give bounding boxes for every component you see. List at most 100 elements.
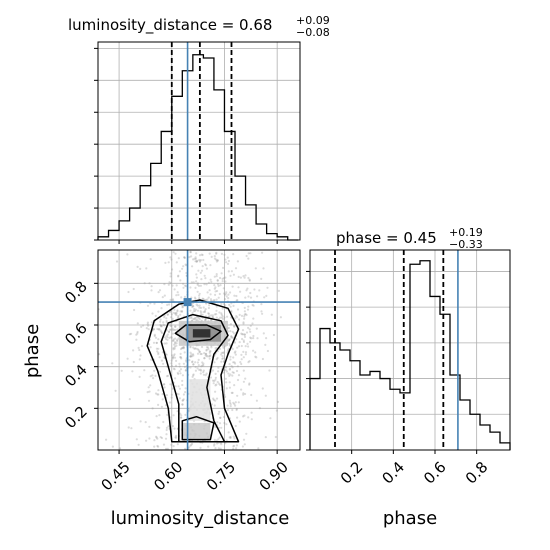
scatter-point (169, 298, 172, 301)
scatter-point (163, 316, 166, 319)
scatter-point (241, 337, 244, 341)
scatter-point (192, 281, 195, 284)
title-phase-sup: +0.19 (449, 226, 483, 239)
scatter-point (225, 381, 228, 384)
scatter-point (209, 293, 212, 296)
scatter-point (181, 306, 184, 309)
scatter-point (213, 275, 216, 278)
scatter-point (229, 403, 232, 406)
scatter-point (192, 363, 195, 366)
scatter-point (194, 309, 197, 313)
scatter-point (201, 253, 204, 257)
scatter-point (230, 336, 233, 339)
scatter-point (198, 297, 201, 300)
scatter-point (230, 335, 233, 338)
xtick-label-phase-1: 0.4 (378, 458, 408, 488)
scatter-point (155, 415, 158, 418)
scatter-point (183, 256, 186, 259)
scatter-point (155, 341, 158, 344)
scatter-point (180, 310, 184, 313)
scatter-point (235, 408, 238, 412)
scatter-point (148, 343, 151, 346)
scatter-point (196, 316, 199, 319)
scatter-point (168, 336, 171, 339)
scatter-point (181, 346, 184, 349)
scatter-point (170, 316, 173, 319)
scatter-point (248, 360, 251, 363)
scatter-point (261, 357, 264, 361)
scatter-point (203, 298, 206, 301)
scatter-point (183, 365, 186, 368)
scatter-point (192, 354, 195, 357)
scatter-point (162, 323, 165, 326)
scatter-point (175, 342, 178, 345)
scatter-point (157, 338, 160, 341)
scatter-point (191, 360, 194, 363)
histogram-phase (309, 260, 511, 450)
scatter-point (166, 313, 169, 316)
scatter-point (241, 445, 244, 448)
scatter-point (163, 386, 166, 389)
scatter-point (232, 401, 235, 404)
scatter-point (215, 251, 218, 254)
scatter-point (181, 379, 184, 382)
scatter-point (231, 408, 234, 412)
scatter-point (189, 355, 192, 358)
scatter-point (247, 295, 250, 298)
scatter-point (170, 313, 173, 316)
scatter-point (184, 359, 188, 362)
scatter-point (194, 361, 197, 364)
scatter-point (200, 278, 203, 281)
scatter-point (252, 317, 255, 320)
scatter-point (235, 338, 238, 341)
scatter-point (234, 350, 237, 353)
scatter-point (189, 355, 192, 358)
scatter-point (157, 351, 160, 354)
scatter-point (200, 365, 203, 368)
scatter-point (181, 399, 184, 402)
scatter-point (266, 286, 269, 289)
scatter-point (175, 294, 178, 297)
scatter-point (179, 347, 183, 351)
scatter-point (229, 373, 232, 376)
scatter-point (213, 255, 216, 258)
scatter-point (165, 321, 168, 324)
scatter-point (249, 336, 252, 339)
scatter-point (177, 314, 180, 318)
scatter-point (181, 304, 184, 307)
scatter-point (169, 275, 172, 278)
scatter-point (251, 303, 254, 307)
scatter-point (170, 443, 173, 446)
density-shade-3 (182, 422, 211, 440)
scatter-point (205, 372, 208, 375)
scatter-point (193, 347, 196, 350)
scatter-point (139, 420, 142, 423)
scatter-point (161, 393, 164, 396)
scatter-point (159, 329, 162, 332)
scatter-point (204, 277, 207, 280)
scatter-point (204, 264, 208, 267)
scatter-point (223, 369, 226, 372)
scatter-point (192, 353, 195, 356)
scatter-point (189, 251, 192, 254)
scatter-point (132, 349, 135, 352)
scatter-point (173, 368, 176, 371)
scatter-point (210, 280, 213, 283)
scatter-point (153, 445, 156, 448)
title-luminosity-distance-main: luminosity_distance = 0.68 (68, 16, 272, 35)
scatter-point (181, 403, 184, 406)
scatter-point (226, 315, 229, 318)
scatter-point (249, 291, 252, 295)
scatter-point (171, 354, 174, 357)
scatter-point (140, 325, 143, 328)
scatter-point (168, 303, 171, 306)
scatter-point (175, 359, 178, 362)
scatter-point (182, 393, 185, 396)
scatter-point (220, 302, 223, 305)
scatter-point (179, 356, 182, 359)
scatter-point (202, 310, 205, 314)
scatter-point (242, 380, 245, 383)
scatter-point (226, 404, 229, 407)
scatter-point (228, 367, 232, 370)
scatter-point (171, 425, 175, 428)
